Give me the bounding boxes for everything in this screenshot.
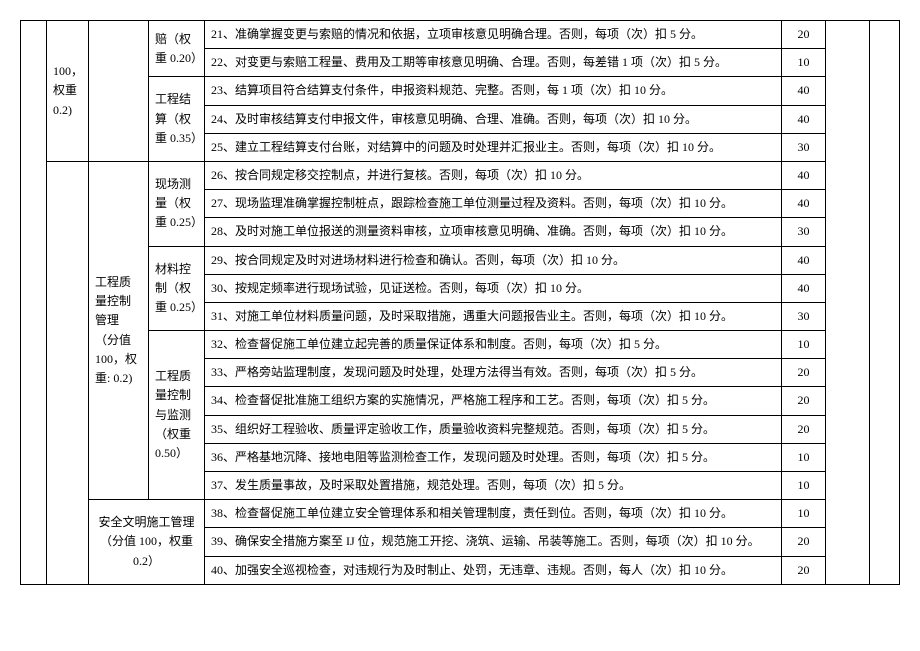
- cell-desc: 38、检查督促施工单位建立安全管理体系和相关管理制度，责任到位。否则，每项（次）…: [205, 500, 782, 528]
- cell-sub5: 工程质量控制与监测（权重 0.50）: [149, 331, 205, 500]
- cell-desc: 25、建立工程结算支付台账，对结算中的问题及时处理并汇报业主。否则，每项（次）扣…: [205, 133, 782, 161]
- cell-score: 40: [782, 77, 826, 105]
- cell-desc: 36、严格基地沉降、接地电阻等监测检查工作，发现问题及时处理。否则，每项（次）扣…: [205, 443, 782, 471]
- cell-blank-e: [826, 21, 870, 585]
- cell-score: 30: [782, 133, 826, 161]
- cell-desc: 21、准确掌握变更与索赔的情况和依据，立项审核意见明确合理。否则，每项（次）扣 …: [205, 21, 782, 49]
- cell-score: 30: [782, 218, 826, 246]
- cell-weight-b: 100，权重 0.2): [47, 21, 89, 162]
- table-row: 100，权重 0.2) 赔（权重 0.20） 21、准确掌握变更与索赔的情况和依…: [21, 21, 900, 49]
- cell-score: 40: [782, 246, 826, 274]
- cell-score: 30: [782, 302, 826, 330]
- cell-desc: 29、按合同规定及时对进场材料进行检查和确认。否则，每项（次）扣 10 分。: [205, 246, 782, 274]
- cell-sub2: 工程结算（权重 0.35）: [149, 77, 205, 162]
- cell-score: 10: [782, 49, 826, 77]
- cell-desc: 40、加强安全巡视检查，对违规行为及时制止、处罚，无违章、违规。否则，每人（次）…: [205, 556, 782, 584]
- cell-desc: 32、检查督促施工单位建立起完善的质量保证体系和制度。否则，每项（次）扣 5 分…: [205, 331, 782, 359]
- cell-desc: 30、按规定频率进行现场试验，见证送检。否则，每项（次）扣 10 分。: [205, 274, 782, 302]
- cell-sub6: 安全文明施工管理（分值 100，权重 0.2）: [89, 500, 205, 585]
- table-row: 工程质量控制与监测（权重 0.50） 32、检查督促施工单位建立起完善的质量保证…: [21, 331, 900, 359]
- cell-desc: 27、现场监理准确掌握控制桩点，跟踪检查施工单位测量过程及资料。否则，每项（次）…: [205, 190, 782, 218]
- cell-desc: 37、发生质量事故，及时采取处置措施，规范处理。否则，每项（次）扣 5 分。: [205, 472, 782, 500]
- cell-score: 20: [782, 387, 826, 415]
- cell-score: 40: [782, 161, 826, 189]
- cell-score: 40: [782, 190, 826, 218]
- cell-blank-a: [21, 21, 47, 585]
- cell-desc: 39、确保安全措施方案至 IJ 位，规范施工开挖、浇筑、运输、吊装等施工。否则，…: [205, 528, 782, 556]
- cell-score: 40: [782, 105, 826, 133]
- cell-score: 20: [782, 556, 826, 584]
- cell-sub4: 材料控制（权重 0.25）: [149, 246, 205, 331]
- cell-desc: 23、结算项目符合结算支付条件，申报资料规范、完整。否则，每 1 项（次）扣 1…: [205, 77, 782, 105]
- cell-score: 20: [782, 528, 826, 556]
- cell-score: 10: [782, 331, 826, 359]
- cell-blank-b2: [47, 161, 89, 584]
- table-row: 工程结算（权重 0.35） 23、结算项目符合结算支付条件，申报资料规范、完整。…: [21, 77, 900, 105]
- cell-blank-c1: [89, 21, 149, 162]
- cell-score: 20: [782, 21, 826, 49]
- cell-desc: 24、及时审核结算支付申报文件，审核意见明确、合理、准确。否则，每项（次）扣 1…: [205, 105, 782, 133]
- cell-desc: 34、检查督促批准施工组织方案的实施情况，严格施工程序和工艺。否则，每项（次）扣…: [205, 387, 782, 415]
- cell-blank-f: [870, 21, 900, 585]
- cell-score: 20: [782, 415, 826, 443]
- cell-score: 20: [782, 359, 826, 387]
- table-row: 材料控制（权重 0.25） 29、按合同规定及时对进场材料进行检查和确认。否则，…: [21, 246, 900, 274]
- cell-score: 40: [782, 274, 826, 302]
- cell-desc: 28、及时对施工单位报送的测量资料审核，立项审核意见明确、准确。否则，每项（次）…: [205, 218, 782, 246]
- cell-desc: 31、对施工单位材料质量问题，及时采取措施，遇重大问题报告业主。否则，每项（次）…: [205, 302, 782, 330]
- cell-desc: 26、按合同规定移交控制点，并进行复核。否则，每项（次）扣 10 分。: [205, 161, 782, 189]
- cell-desc: 22、对变更与索赔工程量、费用及工期等审核意见明确、合理。否则，每差错 1 项（…: [205, 49, 782, 77]
- cell-desc: 33、严格旁站监理制度，发现问题及时处理，处理方法得当有效。否则，每项（次）扣 …: [205, 359, 782, 387]
- table-row: 工程质量控制管理（分值 100，权重: 0.2) 现场测量（权重 0.25） 2…: [21, 161, 900, 189]
- cell-score: 10: [782, 443, 826, 471]
- cell-sub1: 赔（权重 0.20）: [149, 21, 205, 77]
- cell-sub3: 现场测量（权重 0.25）: [149, 161, 205, 246]
- evaluation-table: 100，权重 0.2) 赔（权重 0.20） 21、准确掌握变更与索赔的情况和依…: [20, 20, 900, 585]
- cell-desc: 35、组织好工程验收、质量评定验收工作，质量验收资料完整规范。否则，每项（次）扣…: [205, 415, 782, 443]
- cell-cat-c: 工程质量控制管理（分值 100，权重: 0.2): [89, 161, 149, 499]
- table-row: 安全文明施工管理（分值 100，权重 0.2） 38、检查督促施工单位建立安全管…: [21, 500, 900, 528]
- cell-score: 10: [782, 500, 826, 528]
- cell-score: 10: [782, 472, 826, 500]
